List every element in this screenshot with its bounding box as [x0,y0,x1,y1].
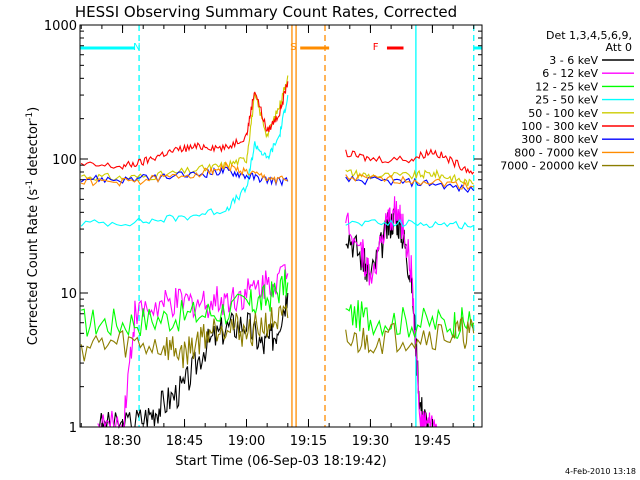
x-ticks-layer: 18:30 18:45 19:00 19:15 19:30 19:45 [80,25,475,449]
series-line [80,75,289,182]
legend-label: 100 - 300 keV [521,120,598,133]
series-layer [80,75,475,429]
y-axis-label: Corrected Count Rate (s-1 detector-1) [25,107,41,345]
legend-label: 6 - 12 keV [542,67,598,80]
legend-header-line2: Att 0 [606,41,632,54]
series-line [80,303,289,369]
footer-date: 4-Feb-2010 13:18 [565,467,636,476]
y-tick-label: 1 [69,421,77,436]
legend-label: 300 - 800 keV [521,133,598,146]
series-line [345,168,474,187]
series-line [80,95,289,227]
legend-label: 50 - 100 keV [528,107,598,120]
series-line [80,81,289,170]
x-tick-label: 19:45 [414,434,451,449]
y-ticks-layer: 1 10 100 1000 [44,19,482,436]
y-axis-label-part2: detector [26,120,41,180]
chart-title: HESSI Observing Summary Count Rates, Cor… [75,3,457,21]
series-line [81,161,289,187]
legend-label: 3 - 6 keV [549,54,598,67]
plot-frame [79,24,483,428]
legend-label: 7000 - 20000 keV [500,160,598,173]
x-axis-label: Start Time (06-Sep-03 18:19:42) [175,454,386,469]
x-tick-label: 19:15 [290,434,327,449]
y-axis-label-part3: ) [26,107,41,112]
y-tick-label: 10 [60,287,77,302]
y-axis-label-part1: Corrected Count Rate (s [26,189,41,346]
marker-label: F [373,42,379,53]
y-tick-label: 100 [52,153,77,168]
x-tick-label: 19:30 [352,434,389,449]
y-axis-label-sup2: -1 [25,112,35,121]
marker-label: N [133,42,140,53]
vertical-lines-layer [138,25,475,427]
legend-label: 800 - 7000 keV [514,146,598,159]
x-tick-label: 19:00 [228,434,265,449]
series-line [345,175,475,193]
series-line [345,174,474,191]
y-tick-label: 1000 [44,19,77,34]
marker-label: S [290,42,296,53]
legend-header-line1: Det 1,3,4,5,6,9, [546,29,632,42]
y-axis-label-sup1: -1 [25,180,35,189]
legend-label: 12 - 25 keV [535,80,598,93]
series-line [345,316,475,355]
x-tick-label: 18:30 [104,434,141,449]
series-line [345,148,475,175]
legend-label: 25 - 50 keV [535,94,598,107]
x-tick-label: 18:45 [166,434,203,449]
series-line [345,218,474,230]
series-line [345,300,475,339]
series-line [81,269,289,337]
